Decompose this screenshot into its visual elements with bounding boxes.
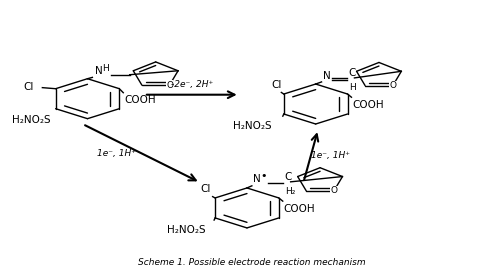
Text: Cl: Cl	[200, 184, 210, 194]
Text: Cl: Cl	[23, 82, 34, 92]
Text: O: O	[390, 81, 396, 90]
Text: Scheme 1. Possible electrode reaction mechanism: Scheme 1. Possible electrode reaction me…	[138, 258, 366, 267]
Text: H₂NO₂S: H₂NO₂S	[12, 115, 51, 125]
Text: H: H	[350, 83, 356, 92]
Text: H: H	[102, 64, 109, 73]
Text: COOH: COOH	[352, 100, 384, 110]
Text: H₂NO₂S: H₂NO₂S	[166, 225, 205, 234]
Text: H₂NO₂S: H₂NO₂S	[233, 121, 272, 131]
Text: N: N	[253, 175, 260, 184]
Text: C: C	[348, 68, 356, 78]
Text: N: N	[95, 66, 102, 76]
Text: COOH: COOH	[284, 204, 316, 214]
Text: O: O	[166, 81, 173, 89]
Text: 1e⁻, 1H⁺: 1e⁻, 1H⁺	[98, 149, 136, 158]
Text: N: N	[323, 70, 331, 81]
Text: Cl: Cl	[271, 80, 281, 90]
Text: •: •	[260, 171, 267, 181]
Text: O: O	[330, 186, 338, 195]
Text: -2e⁻, 2H⁺: -2e⁻, 2H⁺	[170, 80, 213, 89]
Text: C: C	[284, 172, 292, 182]
Text: COOH: COOH	[124, 95, 156, 105]
Text: 1e⁻, 1H⁺: 1e⁻, 1H⁺	[311, 152, 350, 160]
Text: H₂: H₂	[285, 187, 296, 196]
